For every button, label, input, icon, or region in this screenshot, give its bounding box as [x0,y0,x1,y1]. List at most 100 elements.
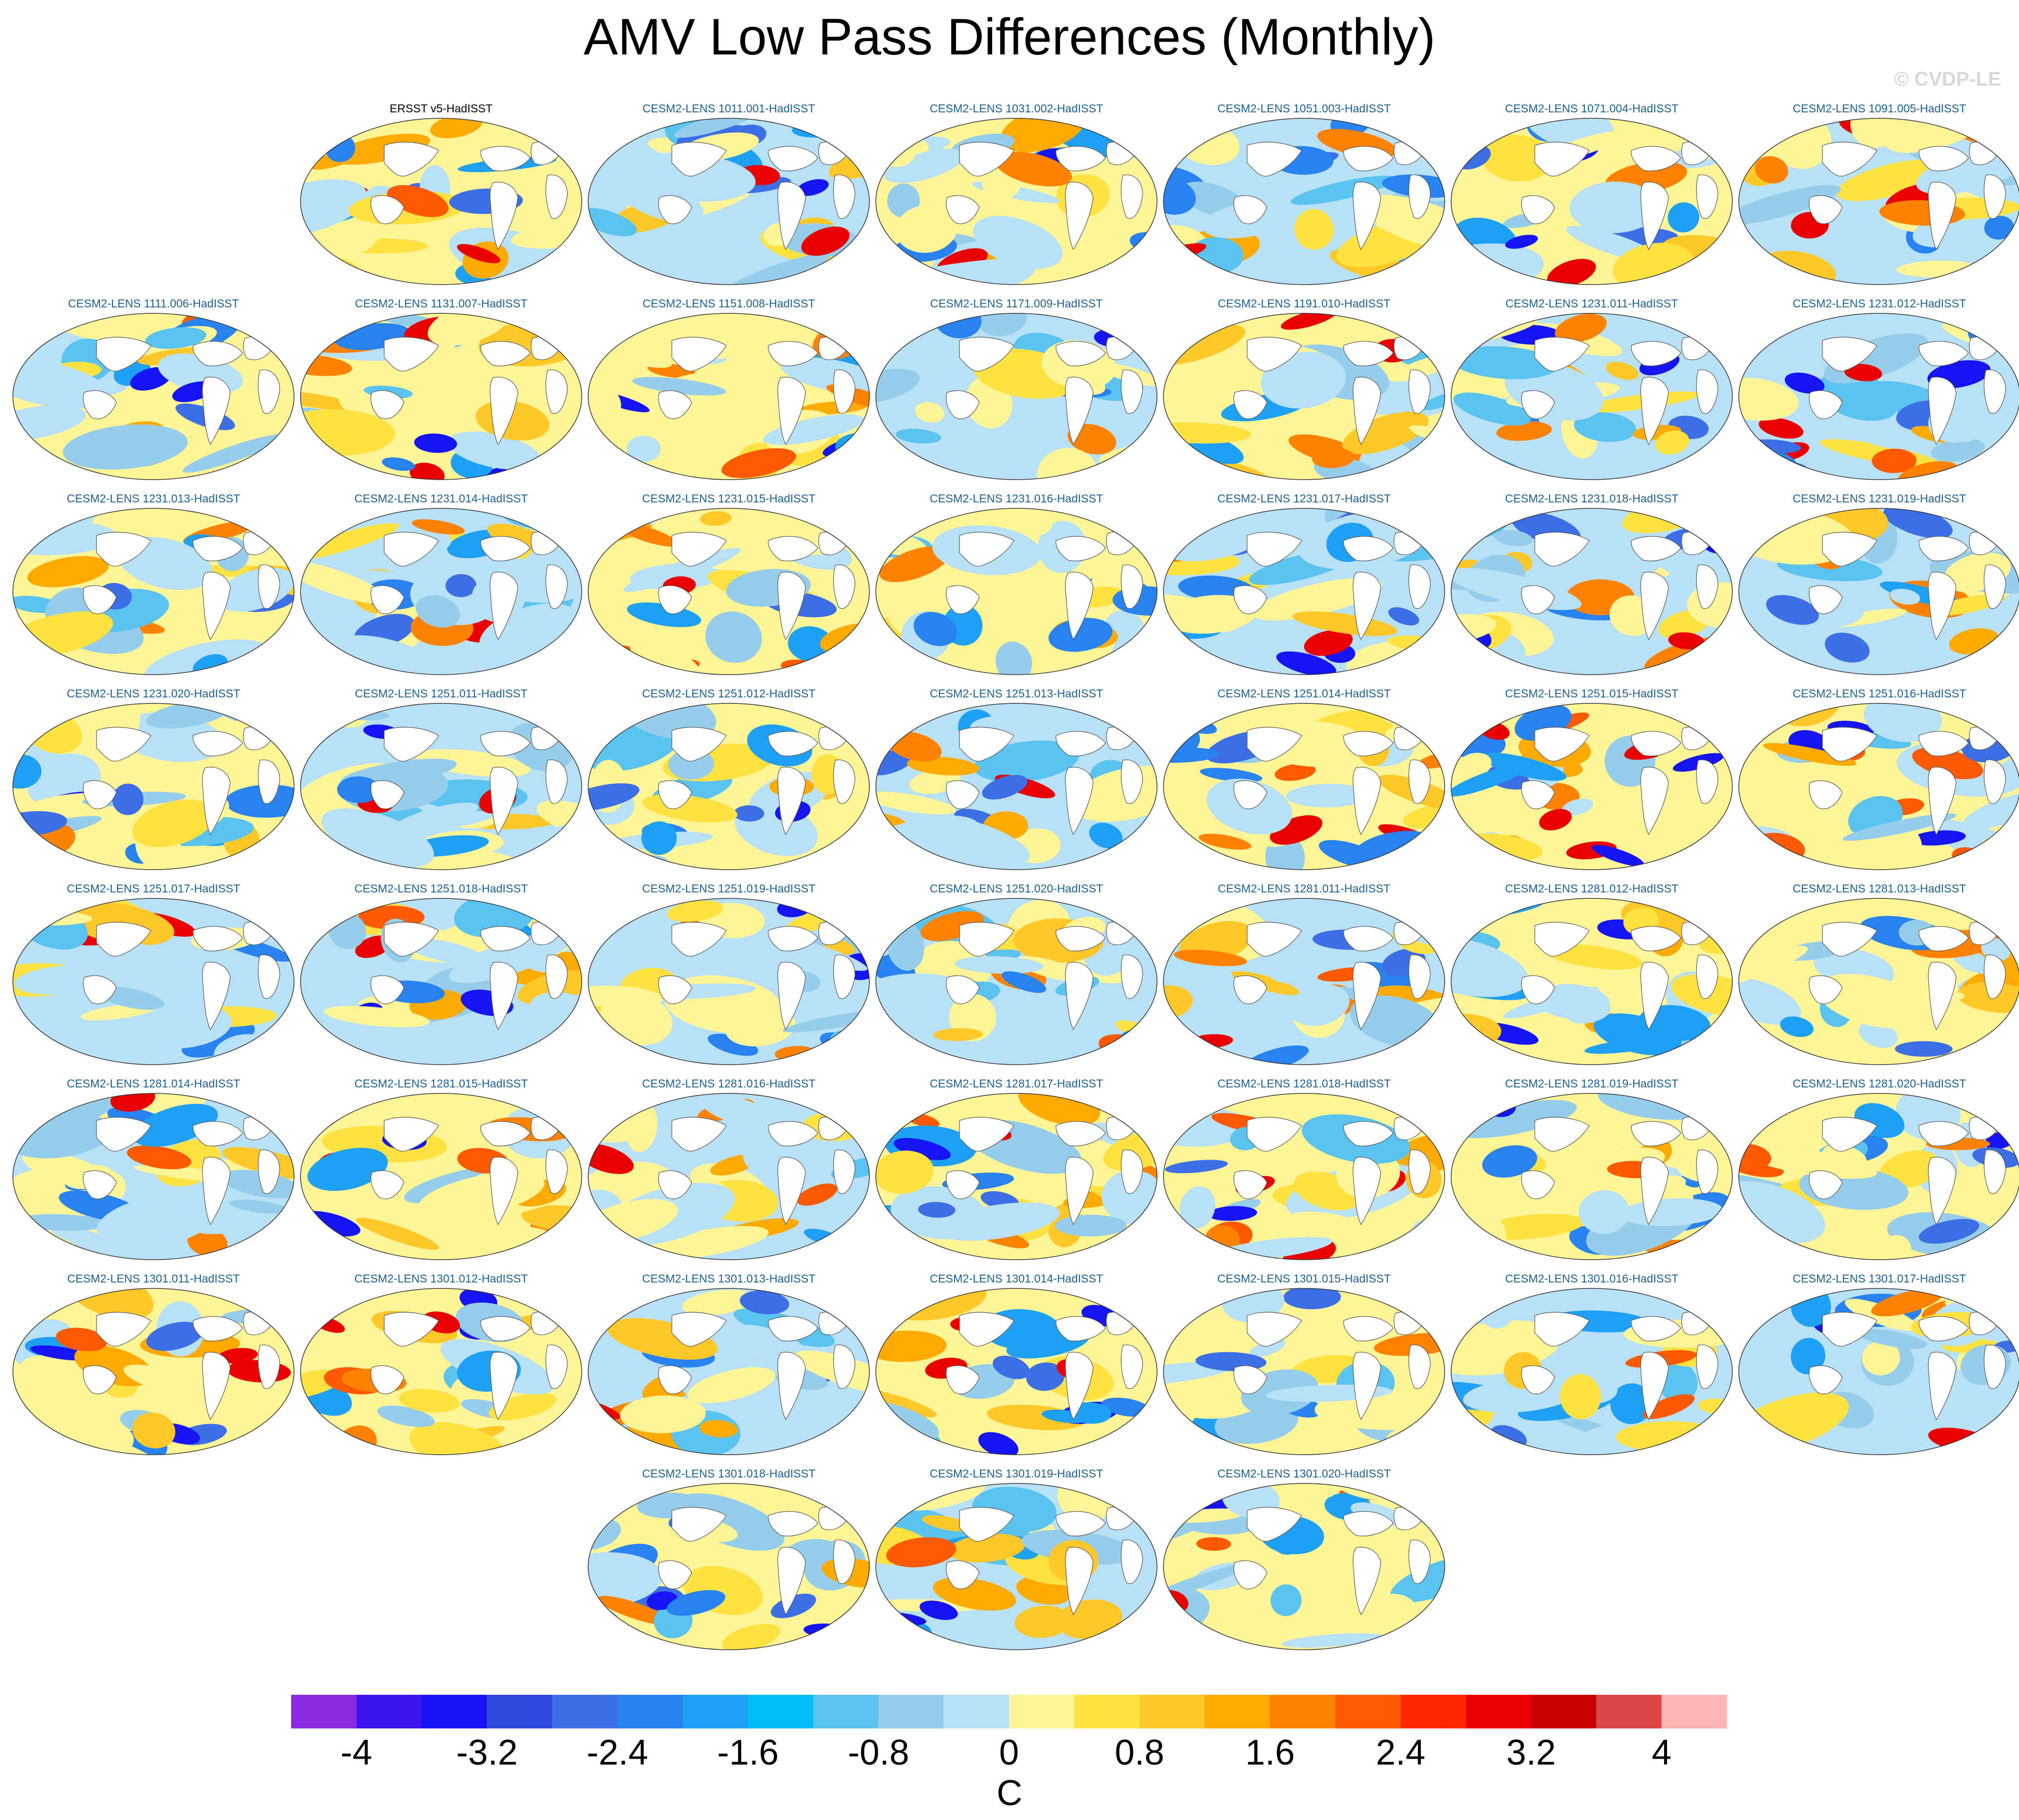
cool-anomaly-blob [1784,372,1825,394]
globe-outline [875,508,1158,675]
land-mask [96,337,151,372]
land-mask [83,1365,117,1394]
map-panel: CESM2-LENS 1281.020-HadISST [1736,1077,2019,1270]
warm-anomaly-blob [1539,809,1572,831]
land-mask [1120,369,1143,414]
warm-anomaly-blob [1704,247,1732,285]
land-mask [946,780,980,809]
watermark: © CVDP-LE [1894,68,2001,90]
globe-outline [1738,703,2019,870]
land-mask [1983,954,2006,999]
warm-anomaly-blob [27,556,109,588]
cool-anomaly-blob [1667,202,1700,233]
cool-anomaly-blob [783,1009,869,1033]
colorbar-tick-label: -0.8 [848,1733,909,1772]
cool-anomaly-blob [722,253,830,285]
sst-difference-map [588,313,870,480]
land-mask [833,759,856,804]
land-mask [1353,377,1381,445]
land-mask [193,1121,243,1146]
panel-title: CESM2-LENS 1051.003-HadISST [1217,102,1391,115]
warm-anomaly-blob [489,1392,556,1421]
land-mask [1120,1539,1143,1584]
globe-outline [300,118,582,285]
map-panel: CESM2-LENS 1301.017-HadISST [1736,1272,2019,1465]
cool-anomaly-blob [674,118,760,138]
cool-anomaly-blob [1569,181,1659,233]
land-mask [193,926,243,951]
land-mask [1918,1316,1969,1341]
land-mask [1247,142,1302,177]
land-mask [545,954,568,999]
land-mask [946,1560,980,1589]
land-mask [671,922,727,957]
panel-title: CESM2-LENS 1251.011-HadISST [354,687,528,700]
land-mask [959,142,1014,177]
land-mask [480,731,531,756]
sst-difference-map [1451,118,1733,285]
colorbar-swatch [682,1695,748,1728]
cool-anomaly-blob [1883,508,1953,539]
sst-difference-map [875,118,1158,285]
colorbar-tick-label: -4 [340,1733,372,1772]
land-mask [1631,146,1681,171]
globe-outline [12,898,295,1065]
warm-anomaly-blob [409,462,445,480]
land-mask [1233,975,1267,1004]
cool-anomaly-blob [1249,1339,1286,1357]
cool-anomaly-blob [145,327,206,349]
land-mask [1056,341,1106,366]
globe-outline [1451,508,1733,675]
land-mask [1247,532,1302,567]
land-mask [1247,1507,1302,1542]
warm-anomaly-blob [1883,826,1922,870]
globe-outline [12,508,295,675]
land-mask [1918,926,1969,951]
panel-title: CESM2-LENS 1071.004-HadISST [1505,102,1679,115]
panel-title: CESM2-LENS 1191.010-HadISST [1217,297,1391,310]
cool-anomaly-blob [1453,1100,1577,1138]
land-mask [946,1365,980,1394]
land-mask [777,962,806,1031]
warm-anomaly-blob [797,1183,838,1206]
warm-anomaly-blob [1576,391,1700,413]
sst-difference-map [300,703,582,870]
land-mask [384,337,439,372]
colorbar-labels: -4 -3.2 -2.4 -1.6 -0.8 0 0.8 1.6 2.4 3.2 4 [291,1732,1727,1777]
colorbar-swatch [1009,1695,1074,1728]
sst-difference-map [1738,118,2019,285]
land-mask [96,532,151,567]
land-mask [1640,767,1669,836]
warm-anomaly-blob [1163,1425,1192,1455]
land-mask [1640,377,1669,445]
land-mask [1408,759,1431,804]
land-mask [1640,572,1669,640]
warm-anomaly-blob [876,1150,934,1194]
cool-anomaly-blob [1200,768,1262,783]
warm-anomaly-blob [1000,118,1085,152]
cool-anomaly-blob [448,431,541,470]
warm-anomaly-blob [1817,974,1928,1029]
land-mask [193,731,243,756]
globe-outline [1738,1288,2019,1455]
land-mask [1247,337,1302,372]
warm-anomaly-blob [597,1596,671,1625]
warm-anomaly-blob [511,223,582,249]
warm-anomaly-blob [427,313,513,346]
land-mask [370,780,404,809]
map-panel: CESM2-LENS 1301.015-HadISST [1161,1272,1448,1465]
globe-outline [588,1093,870,1260]
globe-outline [1738,313,2019,480]
land-mask [384,922,439,957]
land-mask [545,174,568,219]
panel-title: CESM2-LENS 1281.011-HadISST [1217,882,1391,895]
globe-outline [875,1093,1158,1260]
map-panel: CESM2-LENS 1071.004-HadISST [1448,102,1735,295]
warm-anomaly-blob [1196,1537,1231,1551]
warm-anomaly-blob [1871,1288,1943,1317]
land-mask [370,585,404,614]
cool-anomaly-blob [973,216,1063,269]
warm-anomaly-blob [933,1028,983,1041]
land-mask [1233,1365,1267,1394]
panel-title: CESM2-LENS 1011.001-HadISST [642,102,815,115]
